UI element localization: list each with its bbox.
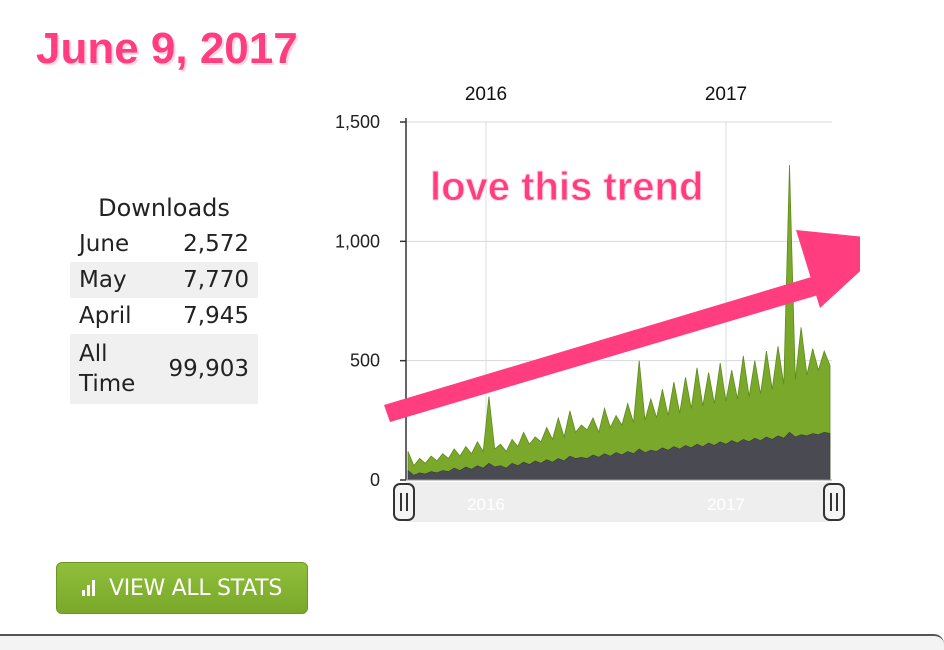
trend-arrow-icon — [384, 230, 860, 422]
row-label: June — [79, 231, 130, 257]
row-value: 99,903 — [158, 334, 258, 404]
bar-chart-icon — [82, 580, 97, 596]
row-label: All Time — [70, 334, 158, 404]
table-row: April 7,945 — [70, 298, 258, 334]
table-row: All Time 99,903 — [70, 334, 258, 404]
downloads-chart: 0 500 1,000 1,500 2016 2017 2016 2017 love thi… — [335, 84, 860, 522]
y-tick-label: 1,500 — [335, 112, 380, 132]
series-base-area — [407, 431, 831, 481]
navigator-right-handle[interactable] — [823, 483, 845, 521]
downloads-header: Downloads — [98, 194, 230, 222]
view-all-stats-button[interactable]: VIEW ALL STATS — [56, 562, 308, 614]
navigator-year-label: 2017 — [707, 495, 745, 514]
row-label: April — [79, 303, 132, 329]
panel-bottom-edge — [0, 634, 944, 650]
button-label: VIEW ALL STATS — [109, 575, 282, 601]
x-year-label: 2017 — [705, 84, 747, 105]
y-tick-label: 500 — [350, 351, 380, 371]
row-value: 7,945 — [183, 303, 249, 329]
date-annotation: June 9, 2017 — [36, 24, 298, 73]
y-tick-label: 1,000 — [335, 231, 380, 251]
row-label: May — [70, 262, 158, 298]
navigator-left-handle[interactable] — [393, 483, 415, 521]
table-row: June 2,572 — [70, 226, 258, 262]
trend-annotation: love this trend — [430, 165, 703, 209]
x-year-label: 2016 — [465, 84, 507, 105]
downloads-table: Downloads June 2,572 May 7,770 April 7,9… — [70, 190, 258, 404]
series-total-area — [407, 164, 831, 481]
navigator-track — [406, 482, 832, 522]
table-row: May 7,770 — [70, 262, 258, 298]
navigator-year-label: 2016 — [467, 495, 505, 514]
y-tick-label: 0 — [370, 470, 380, 490]
row-value: 7,770 — [158, 262, 258, 298]
row-value: 2,572 — [183, 231, 249, 257]
